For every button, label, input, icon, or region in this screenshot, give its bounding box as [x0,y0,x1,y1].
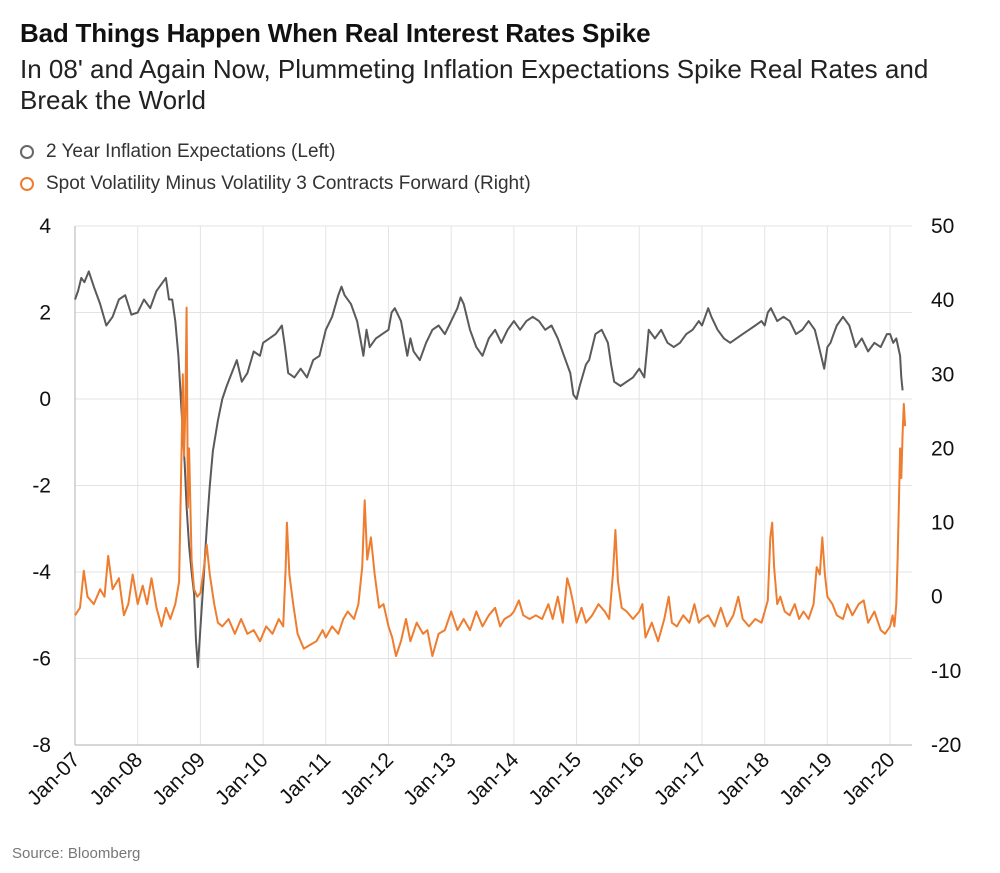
y-left-tick-label: -4 [32,561,51,584]
x-tick-label: Jan-11 [275,748,336,809]
x-tick-label: Jan-15 [524,748,586,810]
x-tick-label: Jan-13 [399,748,461,810]
x-tick-label: Jan-08 [86,748,148,810]
series-line-inflation-expectations [74,270,904,669]
y-left-tick-label: 0 [39,388,51,411]
y-right-tick-label: 50 [931,215,954,238]
x-tick-label: Jan-09 [148,748,210,810]
series-line-volatility-spread [74,306,907,657]
legend-label-volatility: Spot Volatility Minus Volatility 3 Contr… [46,173,531,194]
x-tick-label: Jan-16 [587,748,649,810]
y-left-tick-label: -8 [32,734,51,757]
x-tick-label: Jan-18 [713,748,775,810]
x-tick-label: Jan-12 [336,748,398,810]
y-right-tick-label: 10 [931,512,954,535]
y-left-tick-label: -6 [32,648,51,671]
legend: 2 Year Inflation Expectations (Left) Spo… [20,136,531,200]
x-tick-label: Jan-10 [211,748,273,810]
y-right-tick-label: 0 [931,586,943,609]
y-right-tick-label: 40 [931,289,954,312]
x-tick-label: Jan-14 [462,748,524,810]
chart-subtitle: In 08' and Again Now, Plummeting Inflati… [20,54,929,115]
source-note: Source: Bloomberg [12,845,141,862]
x-tick-label: Jan-20 [838,748,900,810]
x-tick-label: Jan-19 [775,748,837,810]
legend-item-volatility: Spot Volatility Minus Volatility 3 Contr… [20,168,531,200]
y-right-tick-label: -20 [931,734,961,757]
y-right-tick-label: -10 [931,660,961,683]
y-right-tick-label: 20 [931,437,954,460]
x-tick-label: Jan-07 [23,748,85,810]
legend-marker-orange-icon [20,177,34,191]
y-left-tick-label: -2 [32,475,51,498]
legend-label-inflation: 2 Year Inflation Expectations (Left) [46,141,336,162]
y-left-tick-label: 2 [39,302,51,325]
x-tick-label: Jan-17 [650,748,712,810]
y-left-tick-label: 4 [39,215,51,238]
y-right-tick-label: 30 [931,363,954,386]
chart-title: Bad Things Happen When Real Interest Rat… [20,18,651,48]
legend-marker-gray-icon [20,145,34,159]
legend-item-inflation: 2 Year Inflation Expectations (Left) [20,136,531,168]
